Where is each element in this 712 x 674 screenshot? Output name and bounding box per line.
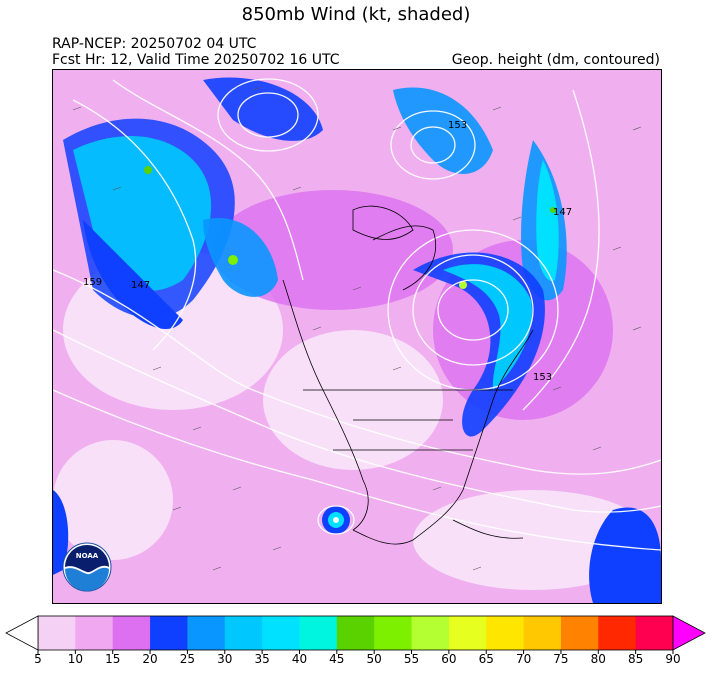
colorbar-segment xyxy=(523,616,562,650)
colorbar-segment xyxy=(299,616,338,650)
colorbar-segment xyxy=(187,616,226,650)
colorbar-segment xyxy=(112,616,151,650)
tropical-cyclone-eye xyxy=(333,517,339,523)
colorbar-tick-label: 25 xyxy=(179,652,196,666)
map-svg: 147 153 159 153 147 xyxy=(53,70,661,603)
wind-map: 147 153 159 153 147 xyxy=(52,69,662,604)
jet-band xyxy=(53,490,69,575)
colorbar-tick-label: 10 xyxy=(67,652,83,666)
contour-label: 159 xyxy=(83,277,102,288)
colorbar-tick-label: 20 xyxy=(142,652,158,666)
contour-field-label: Geop. height (dm, contoured) xyxy=(451,52,660,68)
jet-core xyxy=(443,264,533,390)
colorbar-segment xyxy=(150,616,188,650)
colorbar-segment xyxy=(486,616,525,650)
colorbar-max-arrow xyxy=(672,615,706,651)
colorbar-segment xyxy=(336,616,375,650)
colorbar-segment xyxy=(635,616,674,650)
noaa-logo-text: NOAA xyxy=(76,552,99,560)
colorbar-tick-label: 80 xyxy=(590,652,606,666)
contour-label: 147 xyxy=(553,207,572,218)
colorbar-tick-label: 30 xyxy=(217,652,233,666)
colorbar-segment xyxy=(224,616,263,650)
contour-label: 153 xyxy=(533,372,552,383)
forecast-hour-label: Fcst Hr: 12, Valid Time 20250702 16 UTC xyxy=(52,52,340,68)
colorbar-segment xyxy=(598,616,637,650)
colorbar-segment xyxy=(374,616,413,650)
colorbar-segment xyxy=(560,616,599,650)
colorbar-segment xyxy=(411,616,450,650)
speed-maximum xyxy=(144,166,152,174)
jet-band xyxy=(203,218,278,297)
colorbar-tick-label: 5 xyxy=(34,652,42,666)
colorbar-min-arrow xyxy=(5,615,39,651)
colorbar-tick-label: 65 xyxy=(478,652,494,666)
jet-band xyxy=(589,507,661,603)
speed-maximum xyxy=(228,255,238,265)
noaa-logo: NOAA xyxy=(62,542,112,592)
colorbar-tick-label: 50 xyxy=(366,652,382,666)
colorbar-segment xyxy=(448,616,487,650)
colorbar-tick-label: 40 xyxy=(291,652,308,666)
contour-label: 153 xyxy=(448,120,467,131)
speed-maximum xyxy=(550,207,556,213)
light-wind-region xyxy=(53,440,173,560)
coastlines xyxy=(282,205,534,545)
colorbar-tick-label: 70 xyxy=(515,652,532,666)
colorbar-tick-label: 60 xyxy=(441,652,457,666)
contour-label: 147 xyxy=(131,280,150,291)
jet-band xyxy=(203,77,323,141)
colorbar-tick-label: 45 xyxy=(329,652,345,666)
height-contours xyxy=(53,78,661,551)
model-run-label: RAP-NCEP: 20250702 04 UTC xyxy=(52,36,257,52)
colorbar-tick-label: 55 xyxy=(403,652,420,666)
colorbar-tick-label: 85 xyxy=(628,652,644,666)
colorbar xyxy=(5,615,706,654)
colorbar-tick-label: 75 xyxy=(553,652,569,666)
jet-band xyxy=(83,220,183,330)
colorbar-segment xyxy=(262,616,300,650)
colorbar-tick-label: 90 xyxy=(665,652,681,666)
jet-core xyxy=(536,160,559,281)
speed-maximum xyxy=(459,281,467,289)
chart-title: 850mb Wind (kt, shaded) xyxy=(241,4,471,25)
jet-band xyxy=(393,87,493,174)
colorbar-tick-label: 35 xyxy=(254,652,270,666)
colorbar-segment xyxy=(75,616,114,650)
colorbar-tick-label: 15 xyxy=(105,652,121,666)
light-wind-region xyxy=(263,330,443,470)
colorbar-segment xyxy=(38,616,76,650)
